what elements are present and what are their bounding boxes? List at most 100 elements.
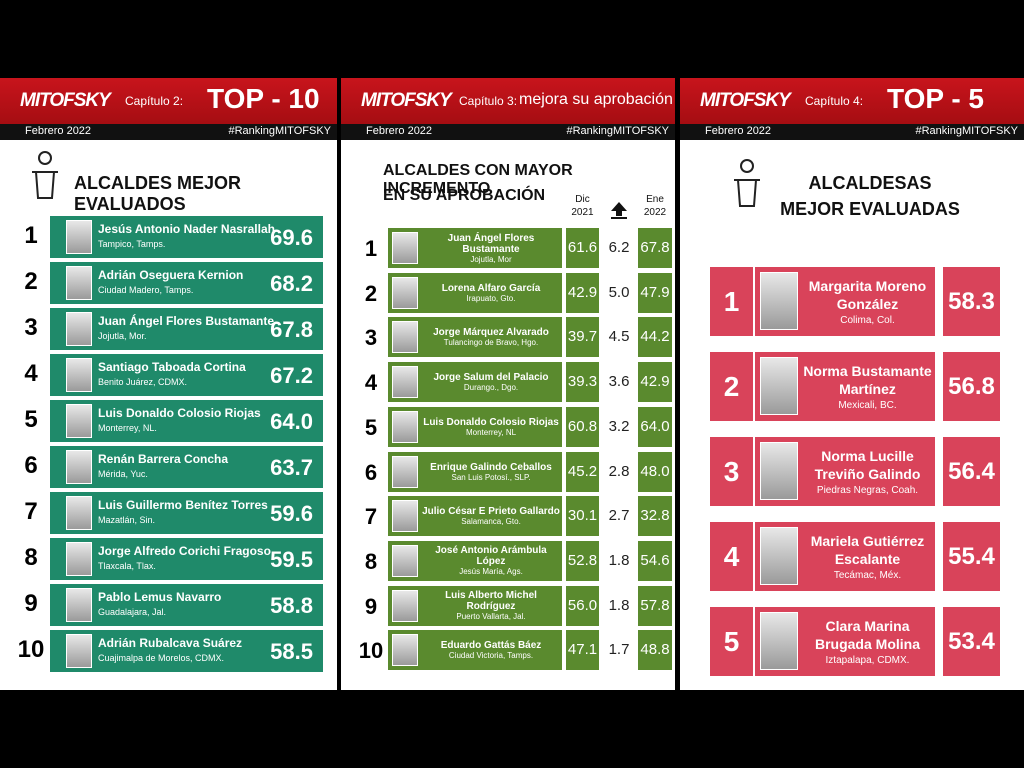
name: Jorge Márquez Alvarado [433, 327, 549, 339]
photo [66, 404, 92, 438]
score: 67.2 [270, 363, 313, 388]
rank: 1 [24, 222, 38, 249]
rank: 9 [364, 593, 378, 619]
place: Guadalajara, Jal. [98, 607, 167, 617]
headline: TOP - 5 [887, 83, 985, 114]
name: Enrique Galindo Ceballos [430, 461, 552, 473]
headline: mejora su aprobación [519, 91, 673, 108]
name-block: Luis Alberto Michel Rodríguez Puerto Vall… [422, 586, 560, 626]
rank: 5 [364, 414, 378, 440]
photo [392, 410, 418, 443]
column-header: Dic [575, 194, 590, 205]
name-block: Luis Donaldo Colosio Riojas Monterrey, NL [422, 407, 560, 447]
up-arrow [611, 202, 627, 219]
place: Ciudad Madero, Tamps. [98, 285, 194, 295]
dic-value: 61.6 [566, 228, 599, 268]
rank: 9 [24, 590, 38, 617]
photo [392, 455, 418, 488]
name: Clara Marina Brugada Molina [814, 618, 920, 652]
name-block: Eduardo Gattás Báez Ciudad Victoria, Tamp… [422, 630, 560, 670]
place: Puerto Vallarta, Jal. [456, 612, 526, 622]
row-bar: Adrián Oseguera Kernion Ciudad Madero, Ta… [50, 262, 323, 304]
rank: 8 [24, 544, 38, 571]
logo: MITOFSKY [700, 90, 791, 111]
photo [392, 232, 418, 264]
name: Norma Lucille Treviño Galindo [814, 448, 921, 482]
change-value: 3.2 [608, 417, 630, 435]
rank: 3 [710, 437, 755, 506]
name-block: Clara Marina Brugada Molina Iztapalapa, C… [800, 607, 935, 676]
change-value: 1.7 [608, 641, 630, 659]
column-header: 2022 [643, 207, 667, 218]
score: 68.2 [270, 271, 313, 296]
rank: 6 [364, 459, 378, 485]
name-block: Lorena Alfaro García Irapuato, Gto. [422, 273, 560, 313]
header: MITOFSKY Capítulo 2: TOP - 10 [0, 78, 337, 124]
photo [66, 496, 92, 530]
panel: MITOFSKY Capítulo 3: mejora su aprobación F… [341, 78, 675, 690]
panel: MITOFSKY Capítulo 4: TOP - 5 Febrero 2022 #R… [680, 78, 1024, 690]
rank: 6 [24, 452, 38, 479]
dic-value: 60.8 [566, 406, 599, 447]
photo [392, 366, 418, 399]
name-box: Julio César E Prieto Gallardo Salamanca, … [388, 496, 562, 537]
name-block: Norma Lucille Treviño Galindo Piedras Neg… [800, 437, 935, 506]
change-value: 1.8 [608, 551, 630, 569]
photo [392, 589, 418, 622]
dic-value: 56.0 [566, 585, 599, 626]
name-block: José Antonio Arámbula López Jesús María, … [422, 541, 560, 581]
score: 59.6 [270, 501, 313, 526]
place: Tlaxcala, Tlax. [98, 561, 156, 571]
name-box: Lorena Alfaro García Irapuato, Gto. [388, 272, 562, 313]
place: Mérida, Yuc. [98, 469, 148, 479]
rank: 3 [364, 325, 378, 351]
ene-value: 42.9 [638, 362, 672, 403]
panel-title: ALCALDES CON MAYOR INCREMENTO [383, 162, 573, 197]
name: Luis Donaldo Colosio Riojas [98, 406, 261, 420]
rank: 2 [24, 268, 38, 295]
name: Lorena Alfaro García [441, 282, 541, 294]
ene-value: 64.0 [638, 406, 672, 447]
score: 56.4 [943, 437, 1000, 506]
name: Juan Ángel Flores Bustamante [447, 232, 535, 255]
place: Cuajimalpa de Morelos, CDMX. [98, 653, 225, 663]
header: MITOFSKY Capítulo 4: TOP - 5 [680, 78, 1024, 124]
name-block: Enrique Galindo Ceballos San Luis Potosí.… [422, 452, 560, 492]
panel: MITOFSKY Capítulo 2: TOP - 10 Febrero 2022 #… [0, 78, 337, 690]
photo [66, 450, 92, 484]
column-header: Ene [646, 194, 664, 205]
name: Jorge Salum del Palacio [433, 372, 549, 384]
name: Margarita Moreno González [808, 278, 927, 312]
ene-value: 57.8 [638, 585, 672, 626]
name-block: Mariela Gutiérrez Escalante Tecámac, Méx. [800, 522, 935, 591]
place: San Luis Potosí., SLP. [451, 472, 531, 482]
row-bar: Luis Guillermo Benítez Torres Mazatlán, S… [50, 492, 323, 534]
score: 53.4 [943, 607, 1000, 676]
score: 59.5 [270, 547, 313, 572]
name-box: Luis Donaldo Colosio Riojas Monterrey, NL [388, 406, 562, 447]
name: Mariela Gutiérrez Escalante [810, 533, 925, 567]
change-value: 3.6 [608, 373, 630, 391]
photo [66, 266, 92, 300]
ene-value: 54.6 [638, 540, 672, 581]
place: Jojutla, Mor [470, 254, 512, 264]
name-block: Norma Bustamante Martínez Mexicali, BC. [800, 352, 935, 421]
name-block: Juan Ángel Flores Bustamante Jojutla, Mor [422, 228, 560, 268]
name-block: Margarita Moreno González Colima, Col. [800, 267, 935, 336]
row-bar: Jesús Antonio Nader Nasrallah Tampico, Ta… [50, 216, 323, 258]
score: 58.5 [270, 639, 313, 664]
name: José Antonio Arámbula López [435, 545, 547, 568]
row-bar: Jorge Alfredo Corichi Fragoso Tlaxcala, T… [50, 538, 323, 580]
place: Monterrey, NL. [98, 423, 157, 433]
row-bar: Santiago Taboada Cortina Benito Juárez, C… [50, 354, 323, 396]
rank: 3 [24, 314, 38, 341]
name: Luis Guillermo Benítez Torres [98, 498, 268, 512]
rank: 7 [364, 504, 378, 530]
name-box: Eduardo Gattás Báez Ciudad Victoria, Tamp… [388, 630, 562, 671]
change-value: 2.7 [608, 507, 630, 525]
chapter: Capítulo 4: [805, 94, 864, 108]
change-value: 4.5 [608, 328, 630, 346]
dic-value: 30.1 [566, 496, 599, 537]
hashtag: #RankingMITOFSKY [228, 125, 331, 137]
place: Durango., Dgo. [463, 383, 519, 393]
